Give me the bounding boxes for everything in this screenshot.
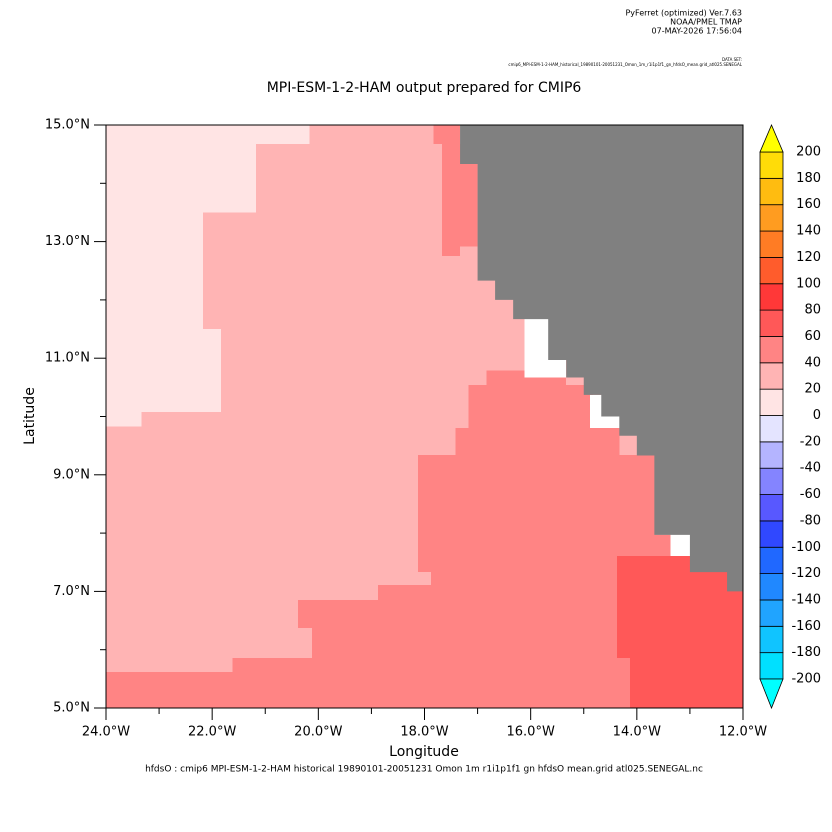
colorbar-swatch	[759, 573, 784, 601]
shaded-cell	[311, 628, 630, 658]
colorbar-label: 40	[804, 355, 821, 370]
colorbar-label: -100	[791, 540, 821, 555]
shaded-cell	[418, 555, 618, 573]
colorbar-swatch	[759, 467, 784, 495]
colorbar-label: -20	[800, 434, 821, 449]
x-tick-label: 18.0°W	[400, 725, 448, 740]
shaded-cell	[433, 125, 461, 145]
colorbar-label: -120	[791, 566, 821, 581]
colorbar-swatch	[759, 520, 784, 548]
colorbar-over	[759, 123, 784, 153]
shaded-cell	[468, 385, 593, 429]
y-tick-label: 9.0°N	[53, 467, 90, 482]
colorbar: -200-180-160-140-120-100-80-60-40-200204…	[759, 123, 821, 710]
y-tick-label: 11.0°N	[45, 351, 90, 366]
dataset-name: cmip6_MPI-ESM-1-2-HAM_historical_1989010…	[508, 62, 742, 67]
colorbar-label: 180	[796, 171, 821, 186]
y-tick-label: 7.0°N	[53, 584, 90, 599]
colorbar-swatch	[759, 625, 784, 654]
colorbar-label: 60	[804, 329, 821, 344]
colorbar-swatch	[759, 415, 784, 443]
y-tick-label: 15.0°N	[45, 118, 90, 133]
y-tick-label: 5.0°N	[53, 701, 90, 716]
colorbar-label: 20	[804, 382, 821, 397]
colorbar-under	[759, 678, 784, 710]
colorbar-swatch	[759, 546, 784, 575]
chart-title: MPI-ESM-1-2-HAM output prepared for CMIP…	[267, 80, 582, 96]
header-line: 07-MAY-2026 17:56:04	[652, 27, 742, 36]
shaded-cell	[629, 657, 743, 708]
dataset-label: DATA SET:	[722, 57, 742, 62]
colorbar-swatch	[759, 652, 784, 680]
shaded-cell	[106, 212, 204, 330]
shaded-cell	[430, 572, 618, 585]
colorbar-label: 200	[796, 145, 821, 160]
colorbar-swatch	[759, 151, 784, 179]
shaded-cell	[106, 125, 310, 145]
header-line: NOAA/PMEL TMAP	[670, 18, 742, 27]
y-axis-label: Latitude	[22, 387, 38, 445]
map	[106, 125, 743, 708]
colorbar-swatch	[759, 256, 784, 285]
colorbar-label: 100	[796, 276, 821, 291]
colorbar-swatch	[759, 283, 784, 311]
y-tick-label: 13.0°N	[45, 234, 90, 249]
colorbar-label: -160	[791, 619, 821, 634]
colorbar-label: -80	[800, 513, 821, 528]
x-tick-label: 12.0°W	[719, 725, 767, 740]
colorbar-label: 160	[796, 197, 821, 212]
colorbar-label: -60	[800, 487, 821, 502]
colorbar-label: -40	[800, 461, 821, 476]
x-tick-label: 22.0°W	[188, 725, 236, 740]
footer: hfdsO : cmip6 MPI-ESM-1-2-HAM historical…	[145, 765, 703, 775]
axes: 24.0°W 22.0°W 20.0°W 18.0°W 16.0°W 14.0°W 12.0…	[45, 118, 767, 740]
shaded-cell	[106, 329, 222, 412]
land	[460, 125, 743, 592]
shaded-cell	[617, 572, 743, 658]
missing-cell	[670, 533, 690, 556]
colorbar-swatch	[759, 494, 784, 522]
colorbar-swatch	[759, 362, 784, 390]
shaded-cell	[418, 534, 671, 556]
colorbar-swatch	[759, 336, 784, 364]
x-tick-label: 20.0°W	[294, 725, 342, 740]
colorbar-swatch	[759, 309, 784, 337]
shaded-cell	[106, 411, 142, 427]
x-tick-label: 24.0°W	[82, 725, 130, 740]
colorbar-label: -200	[791, 672, 821, 687]
shaded-cell	[455, 428, 620, 455]
colorbar-label: 0	[813, 408, 821, 423]
colorbar-swatch	[759, 441, 784, 469]
colorbar-label: 80	[804, 303, 821, 318]
colorbar-label: -140	[791, 592, 821, 607]
colorbar-swatch	[759, 230, 784, 258]
x-axis-label: Longitude	[389, 744, 459, 760]
shaded-cell	[232, 657, 630, 672]
x-tick-label: 14.0°W	[613, 725, 661, 740]
shaded-cell	[298, 600, 618, 629]
colorbar-swatch	[759, 204, 784, 232]
shaded-cell	[617, 555, 690, 573]
shaded-cell	[106, 144, 257, 213]
colorbar-swatch	[759, 599, 784, 627]
shaded-cell	[418, 454, 655, 535]
shaded-cell	[442, 246, 461, 257]
shaded-cell	[377, 584, 618, 601]
colorbar-label: 140	[796, 224, 821, 239]
shaded-cell	[106, 671, 630, 708]
header-line: PyFerret (optimized) Ver.7.63	[625, 9, 742, 18]
colorbar-label: 120	[796, 250, 821, 265]
x-tick-label: 16.0°W	[507, 725, 555, 740]
colorbar-label: -180	[791, 645, 821, 660]
colorbar-swatch	[759, 388, 784, 416]
colorbar-swatch	[759, 177, 784, 206]
